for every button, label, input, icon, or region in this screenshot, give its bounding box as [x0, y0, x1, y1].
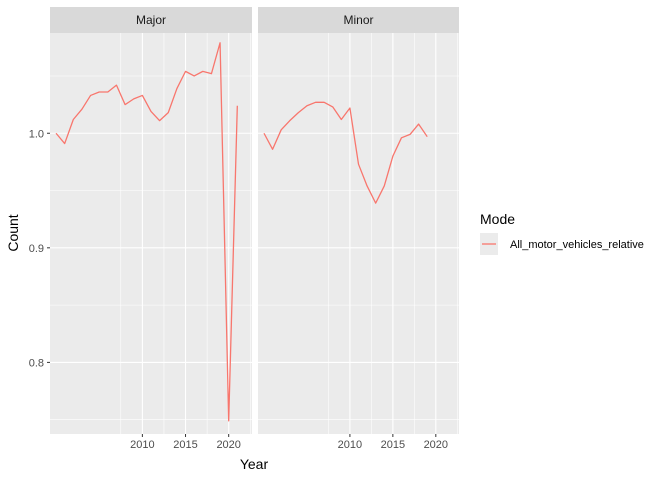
y-tick-label: 0.8	[29, 357, 44, 369]
y-axis-title: Count	[5, 214, 21, 251]
legend-label: All_motor_vehicles_relative	[510, 239, 644, 251]
legend: Mode All_motor_vehicles_relative	[480, 211, 644, 255]
facet-panels: Major 2010 2015 2020 0.8 0.9 1.0 Minor 2010 2015 2…	[29, 7, 459, 451]
legend-title: Mode	[480, 211, 515, 227]
facet-strip	[258, 7, 459, 33]
series-line	[263, 101, 428, 204]
facet-strip-label: Minor	[343, 13, 373, 27]
panel-major: Major 2010 2015 2020 0.8 0.9 1.0	[29, 7, 252, 451]
x-tick-label: 2010	[338, 439, 362, 451]
panel-background	[50, 33, 252, 434]
x-tick-label: 2020	[216, 439, 240, 451]
facet-strip	[50, 7, 252, 33]
x-tick-label: 2010	[130, 439, 154, 451]
panel-background	[258, 33, 459, 434]
y-tick-label: 1.0	[29, 128, 44, 140]
x-tick-label: 2015	[173, 439, 197, 451]
x-tick-label: 2020	[424, 439, 448, 451]
x-tick-label: 2015	[381, 439, 405, 451]
series-line	[55, 42, 238, 422]
panel-minor: Minor 2010 2015 2020	[258, 7, 459, 451]
facet-strip-label: Major	[136, 13, 166, 27]
x-axis-title: Year	[240, 456, 269, 472]
y-tick-label: 0.9	[29, 243, 44, 255]
